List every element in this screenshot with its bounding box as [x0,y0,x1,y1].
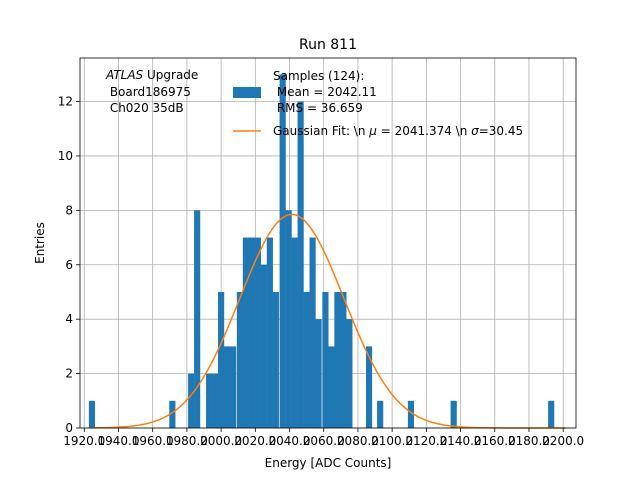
grid-lines [80,58,576,429]
x-tick-label: 2140.0 [440,434,482,448]
histogram-bar [309,237,316,428]
legend-fit-label: Gaussian Fit: \n μ = 2041.374 \n σ=30.45 [273,124,523,138]
histogram-bar [279,74,286,428]
histogram-bar [266,237,273,428]
histogram-bar [242,237,249,428]
y-tick-label: 12 [58,95,73,109]
histogram-bar [303,291,310,428]
histogram-bar [297,101,304,428]
histogram-bar [218,291,225,428]
annotation-line-2: Board186975 [106,85,191,99]
x-tick-label: 2000.0 [200,434,242,448]
histogram-bar [322,291,329,428]
y-tick-label: 2 [65,367,73,381]
legend-fit-sigma-symbol: σ [471,124,479,138]
histogram-bar [340,291,347,428]
histogram-bar [315,319,322,428]
x-tick-label: 2200.0 [542,434,584,448]
histogram-bar [236,291,243,428]
annotation-line-1: ATLAS Upgrade [105,68,198,82]
y-tick-label: 0 [65,421,73,435]
y-axis-ticks: 0 2 4 6 8 10 12 [58,95,80,435]
y-tick-label: 10 [58,149,73,163]
histogram-bar [88,400,96,428]
legend-histogram-line-3: RMS = 36.659 [273,101,363,115]
legend-fit-sigma-value: =30.45 [479,124,523,138]
histogram-bar [377,400,384,428]
x-tick-label: 2080.0 [337,434,379,448]
x-tick-label: 1940.0 [97,434,139,448]
annotation-upgrade-word: Upgrade [143,68,198,82]
histogram-bar [229,346,237,428]
histogram-bar [548,400,555,428]
histogram-bar [260,264,267,428]
histogram-bar [365,346,373,428]
chart-title: Run 811 [299,37,357,53]
x-axis-label: Energy [ADC Counts] [265,456,392,470]
y-tick-label: 4 [65,312,73,326]
x-axis-ticks: 1920.01940.01960.01980.02000.02020.02040… [63,428,584,448]
x-tick-label: 1960.0 [132,434,174,448]
histogram-bars [88,74,555,428]
histogram-bar [272,291,279,428]
legend-fit-mu-value: = 2041.374 \n [377,124,471,138]
y-tick-label: 8 [65,203,73,217]
histogram-bar [224,346,231,428]
x-tick-label: 2120.0 [405,434,447,448]
atlas-annotation: ATLAS Upgrade Board186975 Ch020 35dB [105,68,198,115]
plot-frame [79,57,577,429]
histogram-bar [254,237,261,428]
legend: Samples (124): Mean = 2042.11 RMS = 36.6… [233,69,523,138]
histogram-bar [407,400,415,428]
histogram-bar [248,237,255,428]
legend-fit-prefix: Gaussian Fit: \n [273,124,369,138]
legend-histogram-swatch [233,87,261,98]
histogram-bar [334,291,341,428]
histogram-bar [206,373,213,428]
legend-histogram-line-2: Mean = 2042.11 [273,85,377,99]
x-tick-label: 2020.0 [234,434,276,448]
x-tick-label: 1980.0 [166,434,208,448]
x-tick-label: 1920.0 [63,434,105,448]
x-tick-label: 2160.0 [474,434,516,448]
y-tick-label: 6 [65,258,73,272]
histogram-bar [188,373,195,428]
annotation-atlas-word: ATLAS [105,68,144,82]
histogram-bar [328,346,335,428]
histogram-bar [194,210,201,428]
legend-fit-mu-symbol: μ [368,124,377,138]
x-tick-label: 2040.0 [269,434,311,448]
legend-histogram-line-1: Samples (124): [273,69,364,83]
histogram-bar [291,237,298,428]
histogram-bar [169,400,176,428]
x-tick-label: 2100.0 [371,434,413,448]
histogram-bar [346,319,353,428]
annotation-line-3: Ch020 35dB [106,101,184,115]
histogram-bar [212,373,219,428]
x-tick-label: 2180.0 [508,434,550,448]
histogram-bar [285,210,292,428]
y-axis-label: Entries [33,222,47,264]
x-tick-label: 2060.0 [303,434,345,448]
histogram-bar [450,400,457,428]
